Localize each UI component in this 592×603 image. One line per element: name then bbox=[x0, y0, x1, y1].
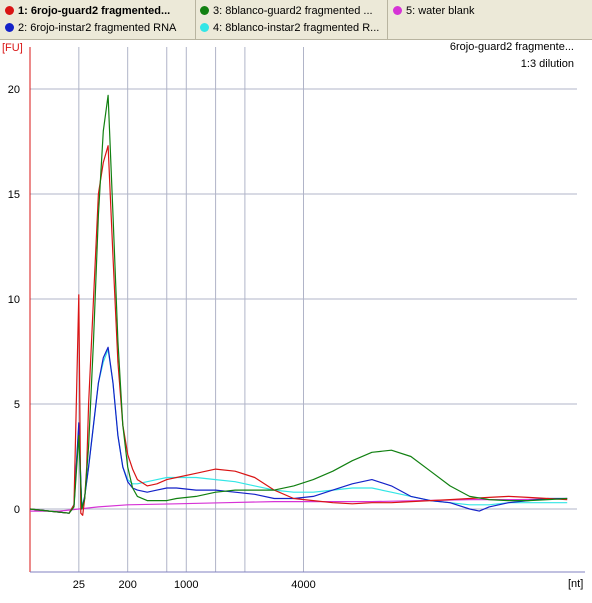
legend-label: 4: 8blanco-instar2 fragmented R... bbox=[213, 22, 380, 34]
series-color-dot-icon bbox=[5, 6, 14, 15]
chart-title: 6rojo-guard2 fragmente... bbox=[450, 41, 574, 53]
y-axis-unit-label: [FU] bbox=[2, 42, 23, 54]
legend-label: 3: 8blanco-guard2 fragmented ... bbox=[213, 5, 373, 17]
legend-item-5[interactable]: 5: water blank bbox=[393, 3, 588, 19]
legend-item-4[interactable]: 4: 8blanco-instar2 fragmented R... bbox=[200, 20, 385, 36]
legend-separator bbox=[195, 0, 196, 39]
series-line-2 bbox=[29, 346, 568, 514]
x-tick-label: 200 bbox=[118, 579, 136, 591]
series-color-dot-icon bbox=[200, 6, 209, 15]
series-line-1 bbox=[29, 145, 568, 516]
legend-item-3[interactable]: 3: 8blanco-guard2 fragmented ... bbox=[200, 3, 385, 19]
legend-separator bbox=[387, 0, 388, 39]
series-line-3 bbox=[29, 94, 568, 514]
electropherogram-chart: 0 5 10 15 20 25 200 1000 4000 [FU] [nt] 6rojo-gu… bbox=[2, 41, 585, 591]
series-color-dot-icon bbox=[5, 23, 14, 32]
series-color-dot-icon bbox=[200, 23, 209, 32]
axes: 0 5 10 15 20 25 200 1000 4000 bbox=[8, 47, 585, 591]
chart-subtitle: 1:3 dilution bbox=[521, 58, 574, 70]
x-tick-label: 4000 bbox=[291, 579, 315, 591]
legend-label: 5: water blank bbox=[406, 5, 475, 17]
legend-bar: 1: 6rojo-guard2 fragmented... 2: 6rojo-i… bbox=[0, 0, 592, 40]
legend-item-2[interactable]: 2: 6rojo-instar2 fragmented RNA bbox=[5, 20, 195, 36]
y-tick-label: 5 bbox=[14, 399, 20, 411]
x-tick-label: 1000 bbox=[174, 579, 198, 591]
y-tick-label: 15 bbox=[8, 189, 20, 201]
y-tick-label: 10 bbox=[8, 294, 20, 306]
legend-label: 2: 6rojo-instar2 fragmented RNA bbox=[18, 22, 177, 34]
series-color-dot-icon bbox=[393, 6, 402, 15]
grid-lines bbox=[30, 47, 577, 572]
series-line-4 bbox=[29, 348, 568, 514]
series-lines bbox=[29, 94, 568, 516]
y-tick-label: 20 bbox=[8, 84, 20, 96]
x-axis-unit-label: [nt] bbox=[568, 578, 583, 590]
legend-item-1[interactable]: 1: 6rojo-guard2 fragmented... bbox=[5, 3, 195, 19]
legend-label: 1: 6rojo-guard2 fragmented... bbox=[18, 5, 171, 17]
axis-labels: [FU] [nt] 6rojo-guard2 fragmente... 1:3 … bbox=[2, 41, 583, 590]
y-tick-label: 0 bbox=[14, 504, 20, 516]
x-tick-label: 25 bbox=[73, 579, 85, 591]
